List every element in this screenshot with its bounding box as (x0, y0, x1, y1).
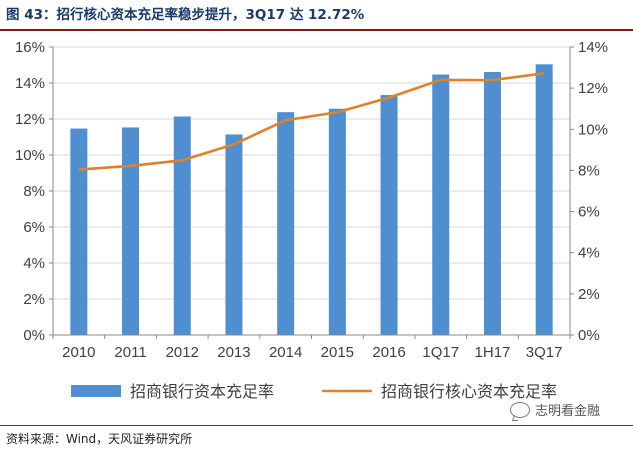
right-tick-label: 6% (578, 204, 600, 221)
legend-line-label: 招商银行核心资本充足率 (381, 382, 557, 401)
left-tick-label: 12% (15, 111, 45, 128)
left-tick-label: 8% (23, 183, 45, 200)
source-note: 资料来源：Wind，天风证券研究所 (6, 432, 193, 446)
wechat-icon (510, 401, 530, 418)
source-divider (0, 425, 633, 426)
x-tick-label: 2014 (269, 344, 302, 361)
left-tick-label: 10% (15, 147, 45, 164)
bar (535, 64, 553, 335)
x-tick-label: 3Q17 (526, 344, 563, 361)
right-tick-label: 14% (578, 39, 608, 56)
left-tick-label: 6% (23, 219, 45, 236)
x-tick-label: 2015 (321, 344, 354, 361)
bar (380, 95, 398, 335)
legend-bar-label: 招商银行资本充足率 (130, 382, 274, 401)
x-tick-label: 2012 (166, 344, 199, 361)
bar (432, 74, 450, 335)
left-tick-label: 2% (23, 291, 45, 308)
left-tick-label: 0% (23, 327, 45, 344)
right-tick-label: 0% (578, 327, 600, 344)
legend: 招商银行资本充足率 招商银行核心资本充足率 (71, 382, 557, 401)
bar (225, 134, 243, 335)
line-series (78, 72, 545, 171)
right-tick-label: 4% (578, 245, 600, 262)
x-tick-label: 1Q17 (422, 344, 459, 361)
bar-series (70, 64, 553, 336)
bar (173, 116, 191, 335)
right-tick-label: 10% (578, 121, 608, 138)
axes: 0% 2% 4% 6% 8% 10% 12% 14% 16% 0% 2% 4% 6% 8% 10% 12% 14… (15, 39, 608, 361)
line-path (78, 72, 545, 171)
x-tick-label: 2011 (114, 344, 146, 361)
left-tick-label: 16% (15, 39, 45, 56)
x-tick-label: 1H17 (475, 344, 511, 361)
left-tick-label: 14% (15, 75, 45, 92)
watermark: 志明看金融 (510, 400, 600, 419)
x-tick-label: 2016 (372, 344, 405, 361)
watermark-text: 志明看金融 (535, 404, 601, 419)
bar (122, 127, 140, 336)
x-tick-label: 2013 (217, 344, 250, 361)
right-tick-label: 2% (578, 286, 600, 303)
bar (328, 108, 346, 336)
x-tick-label: 2010 (62, 344, 95, 361)
combo-chart: 0% 2% 4% 6% 8% 10% 12% 14% 16% 0% 2% 4% 6% 8% 10% 12% 14… (15, 39, 608, 401)
bar (70, 128, 88, 335)
bar (483, 72, 501, 335)
right-tick-label: 12% (578, 80, 608, 97)
legend-bar-swatch (71, 385, 121, 397)
left-tick-label: 4% (23, 255, 45, 272)
right-tick-label: 8% (578, 162, 600, 179)
title-divider (0, 29, 633, 31)
bar (277, 112, 295, 335)
figure-title: 图 43：招行核心资本充足率稳步提升，3Q17 达 12.72% (6, 7, 365, 23)
